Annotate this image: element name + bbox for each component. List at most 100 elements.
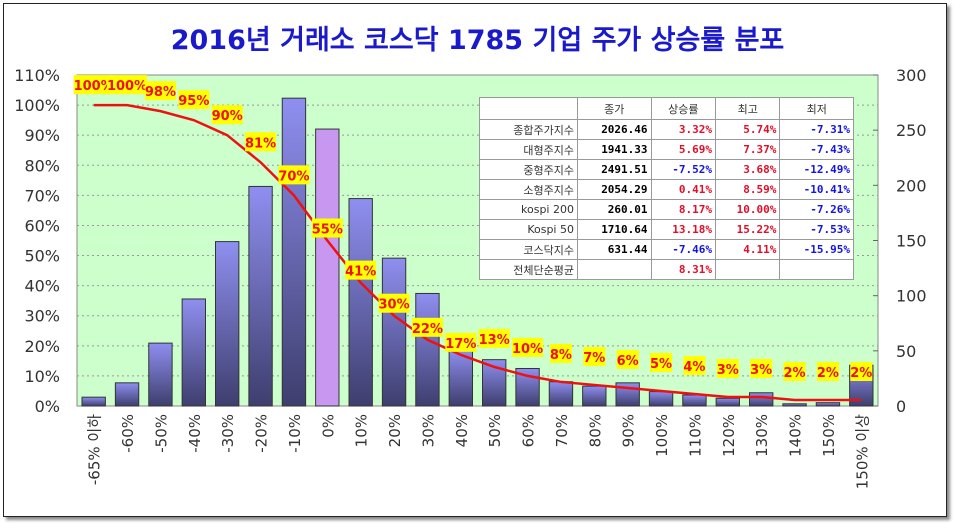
right-tick-label: 300 <box>896 66 927 85</box>
bar <box>648 391 674 407</box>
data-label: 2% <box>850 366 872 381</box>
table-header <box>479 97 578 120</box>
data-label-bg <box>650 352 673 372</box>
left-tick-label: 40% <box>24 277 60 296</box>
bar <box>682 394 707 407</box>
x-tick-label: 100% <box>653 414 671 457</box>
table-cell: -7.52% <box>650 159 716 180</box>
data-label-bg <box>783 361 806 381</box>
x-tick-label: 70% <box>553 414 571 447</box>
data-label-bg <box>278 165 310 185</box>
data-label: 90% <box>212 109 243 124</box>
table-cell: 1710.64 <box>577 219 652 240</box>
data-label: 100% <box>74 79 114 94</box>
left-tick-label: 80% <box>24 156 60 175</box>
table-header: 최저 <box>779 97 854 120</box>
left-tick-label: 50% <box>24 247 60 266</box>
bar <box>181 298 206 407</box>
table-cell: 3.68% <box>714 159 781 180</box>
right-tick-label: 50 <box>896 342 916 361</box>
table-cell: 2026.46 <box>577 119 652 140</box>
cumulative-line <box>93 103 862 402</box>
data-label-bg <box>512 337 544 357</box>
table-cell: Kospi 50 <box>479 219 578 240</box>
data-label: 7% <box>583 351 605 366</box>
table-header-row: 종가 상승률 최고 최저 <box>479 97 854 120</box>
bar <box>815 402 841 407</box>
table-cell: 7.37% <box>714 139 781 160</box>
data-label-bg <box>616 349 639 369</box>
table-row: 소형주지수 2054.29 0.41% 8.59% -10.41% <box>479 179 854 200</box>
data-label-bg <box>211 105 243 125</box>
right-tick-label: 150 <box>896 232 927 251</box>
bar <box>148 342 173 407</box>
table-cell: 대형주지수 <box>479 139 578 160</box>
data-label: 13% <box>479 333 510 348</box>
data-label-bg <box>683 355 706 375</box>
table-cell <box>714 259 781 280</box>
data-label: 2% <box>784 366 806 381</box>
x-tick-label: 50% <box>486 414 504 447</box>
table-row: Kospi 50 1710.64 13.18% 15.22% -7.53% <box>479 219 854 240</box>
data-label-bg <box>411 317 443 337</box>
x-tick-label: 20% <box>386 414 404 447</box>
table-row: 코스닥지수 631.44 -7.46% 4.11% -15.95% <box>479 239 854 260</box>
left-tick-label: 0% <box>35 397 60 416</box>
right-tick-label: 100 <box>896 287 927 306</box>
right-tick-label: 200 <box>896 176 927 195</box>
data-label-bg <box>583 346 606 366</box>
x-tick-label: 60% <box>520 414 538 447</box>
table-cell <box>779 259 854 280</box>
bar <box>315 128 340 407</box>
x-tick-label: 140% <box>787 414 805 457</box>
x-tick-label: -10% <box>286 414 304 453</box>
data-label-bg <box>245 132 277 152</box>
table-row: 중형주지수 2491.51 -7.52% 3.68% -12.49% <box>479 159 854 180</box>
x-tick-label: 150% 이상 <box>853 414 871 489</box>
table-cell: 5.69% <box>650 139 716 160</box>
x-tick-label: 80% <box>586 414 604 447</box>
left-tick-label: 20% <box>24 337 60 356</box>
bar <box>715 397 740 407</box>
bar <box>381 257 407 407</box>
data-label: 70% <box>278 169 309 184</box>
table-cell: 1941.33 <box>577 139 652 160</box>
left-tick-label: 60% <box>24 216 60 235</box>
table-header: 상승률 <box>650 97 716 120</box>
chart-title: 2016년 거래소 코스닥 1785 기업 주가 상승률 분포 <box>170 25 785 56</box>
x-tick-label: -50% <box>152 414 170 453</box>
table-cell: -7.46% <box>650 239 716 260</box>
table-cell: -15.95% <box>779 239 854 260</box>
x-tick-label: 10% <box>353 414 371 447</box>
left-tick-label: 30% <box>24 307 60 326</box>
table-cell: 종합주가지수 <box>479 119 578 140</box>
data-label: 100% <box>107 79 147 94</box>
x-tick-label: -40% <box>186 414 204 453</box>
x-tick-label: 40% <box>453 414 471 447</box>
data-label: 81% <box>245 136 276 151</box>
bar <box>415 292 440 407</box>
x-tick-label: 120% <box>720 414 738 457</box>
data-label-bg <box>178 90 210 110</box>
table-cell: 8.17% <box>650 199 716 220</box>
table-cell: -7.53% <box>779 219 854 240</box>
table-cell: -7.26% <box>779 199 854 220</box>
table-cell <box>577 259 652 280</box>
data-label: 2% <box>817 366 839 381</box>
bar <box>582 385 607 407</box>
table-cell: 631.44 <box>577 239 652 260</box>
table-cell: 8.31% <box>650 259 716 280</box>
data-label: 22% <box>412 322 443 337</box>
data-label: 30% <box>379 298 410 313</box>
data-label-bg <box>445 332 477 352</box>
data-label-bg <box>816 361 839 381</box>
table-cell: 코스닥지수 <box>479 239 578 260</box>
bar <box>215 241 240 407</box>
data-label: 8% <box>550 348 572 363</box>
chart-frame <box>3 3 947 517</box>
data-label-bg <box>311 218 343 238</box>
left-tick-label: 10% <box>24 367 60 386</box>
bar <box>114 382 140 407</box>
table-cell: 0.41% <box>650 179 716 200</box>
